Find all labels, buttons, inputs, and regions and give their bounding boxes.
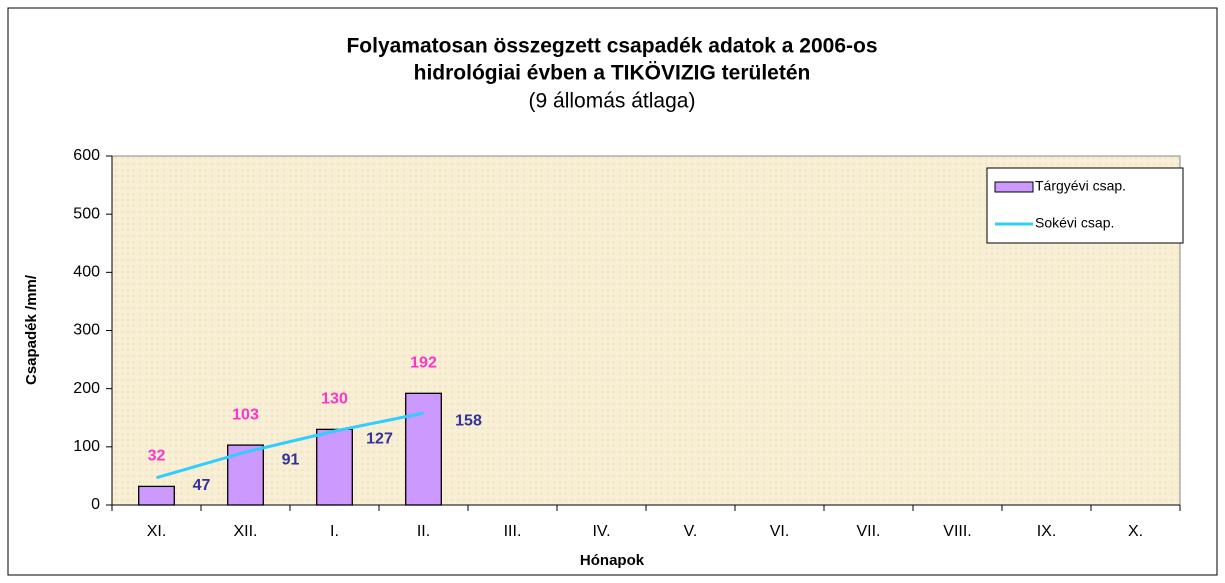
legend-swatch bbox=[994, 181, 1034, 193]
line-value-label: 127 bbox=[366, 430, 393, 447]
x-tick-label: XII. bbox=[233, 523, 257, 540]
bar bbox=[316, 428, 353, 506]
chart-title: Folyamatosan összegzett csapadék adatok … bbox=[346, 35, 877, 58]
x-axis-label: Hónapok bbox=[580, 552, 645, 569]
bar-value-label: 130 bbox=[321, 391, 348, 408]
chart-title: hidrológiai évben a TIKÖVIZIG területén bbox=[414, 62, 811, 85]
x-tick-label: VI. bbox=[770, 523, 790, 540]
bar bbox=[138, 485, 175, 506]
x-tick-label: IV. bbox=[592, 523, 610, 540]
x-tick-label: II. bbox=[417, 523, 430, 540]
y-tick-label: 0 bbox=[91, 496, 100, 513]
chart-subtitle: (9 állomás átlaga) bbox=[529, 90, 696, 113]
bar bbox=[405, 392, 442, 506]
legend-label: Tárgyévi csap. bbox=[1035, 178, 1126, 194]
x-tick-label: X. bbox=[1128, 523, 1143, 540]
y-tick-label: 200 bbox=[73, 380, 100, 397]
line-value-label: 47 bbox=[193, 477, 211, 494]
y-tick-label: 500 bbox=[73, 205, 100, 222]
x-tick-label: IX. bbox=[1037, 523, 1057, 540]
bar-value-label: 103 bbox=[232, 406, 259, 423]
y-tick-label: 300 bbox=[73, 322, 100, 339]
legend bbox=[986, 167, 1184, 244]
y-tick-label: 400 bbox=[73, 264, 100, 281]
x-tick-label: VIII. bbox=[943, 523, 971, 540]
x-tick-label: III. bbox=[504, 523, 522, 540]
line bbox=[156, 411, 424, 480]
y-axis-label: Csapadék /mm/ bbox=[23, 274, 40, 385]
y-tick-label: 100 bbox=[73, 438, 100, 455]
x-tick-label: I. bbox=[330, 523, 339, 540]
line-value-label: 91 bbox=[282, 451, 300, 468]
bar-value-label: 32 bbox=[148, 448, 166, 465]
legend-label: Sokévi csap. bbox=[1035, 215, 1114, 231]
bar-value-label: 192 bbox=[410, 355, 437, 372]
bar bbox=[227, 444, 264, 506]
x-tick-label: VII. bbox=[856, 523, 880, 540]
line-value-label: 158 bbox=[455, 412, 482, 429]
y-tick-label: 600 bbox=[73, 147, 100, 164]
x-tick-label: V. bbox=[684, 523, 698, 540]
x-tick-label: XI. bbox=[147, 523, 167, 540]
